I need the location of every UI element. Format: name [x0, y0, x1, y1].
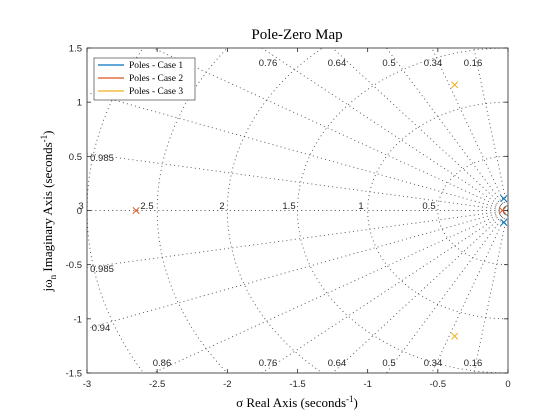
frequency-label: 1.5 [282, 201, 295, 212]
y-tick-label: 1.5 [69, 44, 82, 55]
damping-label-left: 0.985 [90, 153, 114, 164]
pole-marker-case-2 [498, 206, 506, 215]
damping-label-left: 0.985 [90, 264, 114, 275]
x-axis-label: σ Real Axis (seconds-1) [236, 394, 358, 410]
axis-ticks: -3 -2.5 -2 -1.5 -1 -0.5 0 -1.5 -1 -0.5 0 0.5 1 1.5 [66, 44, 511, 391]
damping-ray [152, 48, 508, 211]
frequency-label: 2 [219, 201, 224, 212]
y-tick-label: 0 [77, 206, 82, 217]
chart-title: Pole-Zero Map [251, 27, 342, 43]
damping-ray [87, 153, 508, 211]
damping-label-bottom: 0.64 [328, 358, 347, 369]
x-tick-label: 0 [505, 379, 510, 390]
legend-entry-case-1: Poles - Case 1 [129, 61, 183, 71]
pole-marker-case-2 [132, 206, 140, 215]
legend: Poles - Case 1 Poles - Case 2 Poles - Ca… [93, 57, 196, 101]
damping-label-top: 0.76 [259, 58, 278, 69]
damping-label-bottom: 0.86 [153, 358, 172, 369]
x-tick-label: -0.5 [430, 379, 446, 390]
y-tick-label: -1 [74, 314, 82, 325]
y-tick-label: 0.5 [69, 152, 82, 163]
pole-marker-case-3 [451, 81, 459, 89]
damping-ray [87, 210, 508, 268]
frequency-label: 0.5 [422, 201, 435, 212]
damping-ray [87, 92, 508, 211]
x-tick-label: -1.5 [289, 379, 305, 390]
pole-marker-case-1 [500, 218, 508, 226]
damping-ray [152, 210, 508, 373]
damping-label-bottom: 0.76 [259, 358, 278, 369]
x-tick-label: -2.5 [149, 379, 165, 390]
y-tick-label: -0.5 [66, 260, 82, 271]
y-tick-label: 1 [77, 98, 82, 109]
legend-entry-case-3: Poles - Case 3 [129, 87, 183, 97]
damping-label-top: 0.64 [328, 58, 347, 69]
damping-ray [87, 210, 508, 329]
damping-label-left: 0.94 [92, 323, 111, 334]
damping-label-bottom: 0.16 [464, 358, 483, 369]
frequency-circle [367, 101, 508, 320]
damping-label-top: 0.34 [424, 58, 443, 69]
damping-label-top: 0.16 [464, 58, 483, 69]
pole-markers [132, 81, 508, 340]
y-axis-label: jωn Imaginary Axis (seconds-1) [39, 130, 58, 292]
x-tick-label: -2 [223, 379, 231, 390]
damping-label-top: 0.5 [382, 58, 395, 69]
pole-marker-case-1 [500, 195, 508, 203]
frequency-label: 3 [78, 201, 83, 212]
legend-entry-case-2: Poles - Case 2 [129, 74, 183, 84]
frequency-circle [437, 155, 508, 266]
x-tick-label: -3 [83, 379, 91, 390]
damping-label-bottom: 0.34 [424, 358, 443, 369]
x-tick-label: -1 [363, 379, 371, 390]
damping-label-bottom: 0.5 [382, 358, 395, 369]
grid-labels: 0.76 0.64 0.5 0.34 0.16 0.985 0.985 0.94 0.86 0.7… [78, 58, 482, 369]
pole-marker-case-3 [451, 332, 459, 340]
s-plane-grid [87, 48, 508, 373]
frequency-label: 2.5 [140, 201, 153, 212]
y-tick-label: -1.5 [66, 369, 82, 380]
frequency-label: 1 [358, 201, 363, 212]
